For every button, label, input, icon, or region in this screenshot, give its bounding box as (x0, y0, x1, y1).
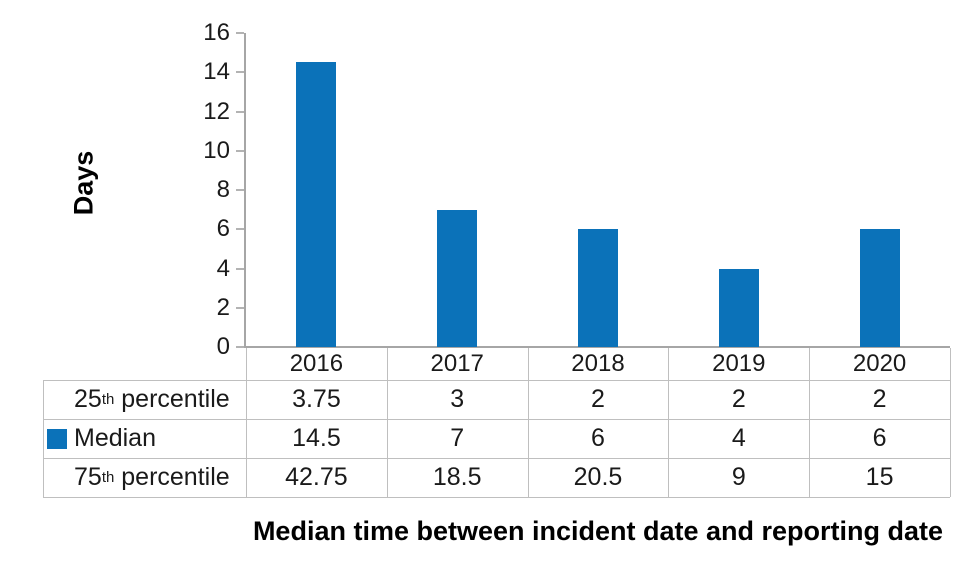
x-axis-label: 2017 (430, 350, 484, 377)
y-tick-label: 10 (203, 136, 230, 164)
x-axis-label: 2018 (571, 350, 625, 377)
table-cell: 6 (591, 424, 605, 452)
table-cell: 15 (865, 463, 894, 491)
grid-line (668, 348, 670, 497)
table-row-label: Median (43, 419, 246, 458)
y-tick-mark (236, 306, 244, 309)
table-cell: 4 (731, 424, 746, 452)
y-tick-label: 14 (203, 58, 230, 86)
y-tick-mark (236, 71, 244, 74)
y-tick-mark (236, 346, 244, 348)
y-tick-mark (236, 189, 244, 191)
grid-line (43, 380, 44, 497)
y-tick-mark (236, 267, 244, 270)
table-cell: 6 (872, 424, 887, 452)
y-tick-mark (236, 32, 244, 34)
y-tick-mark (236, 110, 244, 113)
grid-line (527, 348, 529, 497)
bar-2020 (859, 229, 900, 347)
y-tick-mark (236, 228, 244, 231)
grid-line (43, 380, 950, 381)
grid-line (43, 458, 950, 459)
y-tick-label: 8 (216, 176, 230, 203)
y-tick-label: 6 (216, 215, 230, 243)
grid-line (386, 348, 388, 497)
y-tick-label: 12 (203, 97, 230, 125)
x-axis-line (244, 346, 950, 348)
bar-2016 (296, 62, 337, 347)
table-cell: 9 (731, 463, 746, 491)
table-cell: 2 (591, 385, 605, 413)
table-cell: 2 (731, 385, 746, 413)
y-tick-mark (236, 149, 244, 152)
x-axis-label: 2020 (852, 350, 907, 377)
table-cell: 3.75 (292, 385, 341, 413)
row-label-text: percentile (114, 463, 230, 491)
row-label-text: 25 (74, 385, 102, 413)
x-axis-label: 2019 (712, 350, 766, 377)
grid-line (950, 348, 951, 497)
grid-line (43, 419, 950, 420)
table-cell: 42.75 (285, 463, 348, 491)
row-label-text: Median (74, 424, 156, 452)
table-cell: 14.5 (292, 424, 341, 452)
chart-title: Median time between incident date and re… (252, 516, 944, 546)
row-label-text: 75 (74, 463, 102, 491)
row-label-text: percentile (114, 385, 230, 413)
table-cell: 18.5 (432, 463, 482, 491)
grid-line (246, 348, 247, 497)
bar-2017 (437, 209, 478, 347)
y-tick-label: 2 (216, 293, 230, 321)
median-legend-marker-icon (47, 428, 67, 449)
bar-2018 (578, 229, 618, 347)
y-tick-label: 0 (216, 333, 230, 360)
table-cell: 2 (872, 385, 887, 413)
y-axis-line (244, 33, 246, 348)
grid-line (43, 497, 950, 498)
y-tick-label: 4 (216, 254, 230, 282)
table-cell: 20.5 (573, 463, 623, 491)
table-cell: 7 (450, 424, 465, 452)
table-cell: 3 (450, 385, 465, 413)
grid-line (809, 348, 811, 497)
x-axis-label: 2016 (289, 350, 344, 377)
y-tick-label: 16 (203, 19, 230, 46)
bar-2019 (718, 268, 759, 347)
